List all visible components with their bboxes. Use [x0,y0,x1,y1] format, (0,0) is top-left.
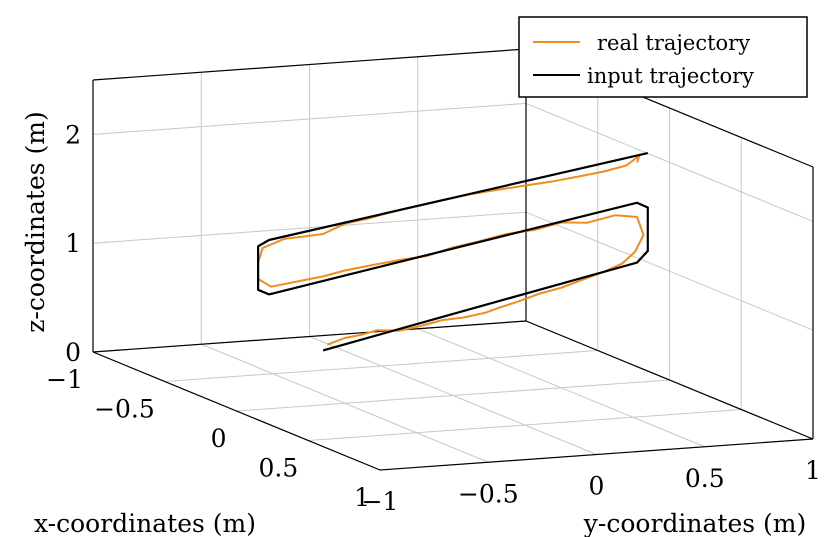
z-axis-label: z-coordinates (m) [21,111,50,333]
box-edge [92,351,381,471]
grid-line-back-z [92,211,527,244]
legend: real trajectory input trajectory [518,16,808,98]
box-edge [92,48,527,81]
z-tick-label: 1 [65,229,81,258]
legend-label-real: real trajectory [597,31,750,55]
y-tick-label: −0.5 [458,479,519,508]
series-line-input-trajectory [257,152,649,352]
y-axis-label: y-coordinates (m) [583,509,806,537]
grid-line-floor-y [309,336,597,455]
x-tick-label: 1 [354,483,370,512]
x-axis-label: x-coordinates (m) [34,509,256,537]
x-tick-label: −0.5 [94,395,155,424]
legend-label-input: input trajectory [587,64,754,88]
box-edge [379,438,814,471]
legend-box [518,16,808,98]
grid-line-back-z [92,102,527,135]
x-tick-label: 0 [211,424,227,453]
grid-line-floor-y [201,343,489,463]
x-tick-label: −1 [46,365,83,394]
y-tick-label: 0.5 [685,464,725,493]
z-tick-label: 0 [65,338,81,367]
box-edge [525,320,814,440]
y-tick-label: 0 [589,472,605,501]
z-tick-label: 2 [65,120,81,149]
grid-line-side-z [525,211,814,331]
box-edge [92,320,527,353]
y-tick-label: 1 [805,456,821,485]
grid-line-floor-y [417,328,705,448]
series-layer [257,152,649,352]
grid-lines [92,49,814,471]
y-tick-label: −1 [362,487,399,516]
grid-line-side-z [525,102,814,222]
x-tick-label: 0.5 [259,454,299,483]
